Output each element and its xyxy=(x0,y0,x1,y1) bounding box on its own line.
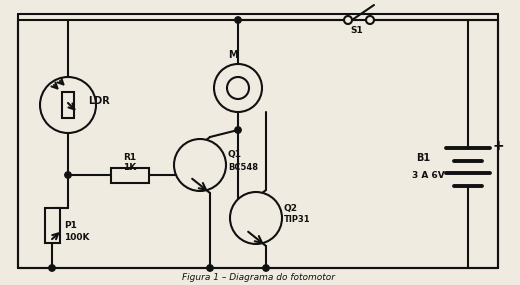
Text: Q2: Q2 xyxy=(284,203,298,213)
Text: P1: P1 xyxy=(64,221,77,229)
Circle shape xyxy=(65,172,71,178)
Circle shape xyxy=(174,139,226,191)
Circle shape xyxy=(366,16,374,24)
Text: S1: S1 xyxy=(350,26,363,35)
Circle shape xyxy=(263,265,269,271)
Text: +: + xyxy=(492,139,504,153)
Circle shape xyxy=(230,192,282,244)
Text: BC548: BC548 xyxy=(228,162,258,172)
Bar xyxy=(111,168,149,182)
Text: B1: B1 xyxy=(416,153,430,163)
Circle shape xyxy=(344,16,352,24)
Circle shape xyxy=(40,77,96,133)
Text: M: M xyxy=(228,50,238,60)
Bar xyxy=(62,92,74,118)
Circle shape xyxy=(214,64,262,112)
Text: 1K: 1K xyxy=(123,164,137,172)
Text: LDR: LDR xyxy=(88,96,110,106)
Text: Figura 1 – Diagrama do fotomotor: Figura 1 – Diagrama do fotomotor xyxy=(181,272,334,282)
Circle shape xyxy=(235,17,241,23)
Text: 3 A 6V: 3 A 6V xyxy=(412,170,445,180)
Text: TIP31: TIP31 xyxy=(284,215,310,225)
Circle shape xyxy=(207,265,213,271)
Text: 100K: 100K xyxy=(64,233,89,241)
Text: R1: R1 xyxy=(123,154,137,162)
Circle shape xyxy=(49,265,55,271)
Text: Q1: Q1 xyxy=(228,150,242,160)
Bar xyxy=(45,207,59,243)
Circle shape xyxy=(227,77,249,99)
Circle shape xyxy=(235,127,241,133)
